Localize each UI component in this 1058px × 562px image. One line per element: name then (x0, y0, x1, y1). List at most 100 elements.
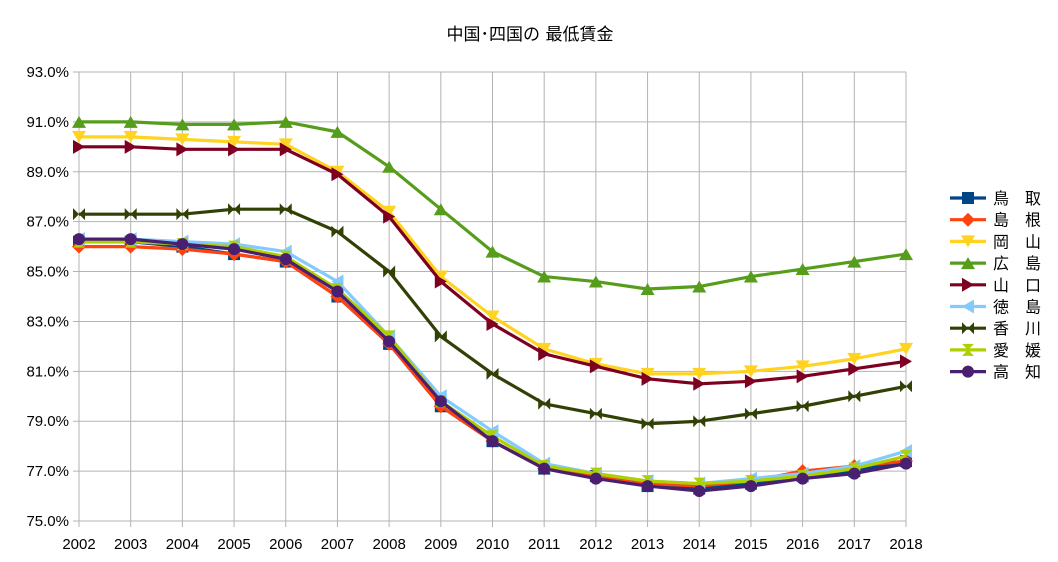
data-point (123, 115, 138, 128)
x-tick-label: 2016 (786, 536, 819, 553)
legend-label: 高 知 (993, 363, 1041, 382)
data-point (176, 208, 189, 221)
y-tick-label: 93.0% (26, 64, 69, 81)
data-point (538, 397, 551, 410)
data-point (383, 265, 396, 278)
series-9 (73, 233, 912, 498)
data-point (228, 243, 241, 256)
data-point (330, 125, 345, 138)
data-point (331, 225, 344, 238)
data-point (228, 203, 241, 216)
legend-swatch-marker (961, 235, 975, 248)
data-point (124, 208, 137, 221)
data-point (485, 245, 500, 258)
data-point (795, 263, 810, 276)
data-point (123, 130, 138, 143)
data-point (796, 369, 809, 384)
x-tick-label: 2018 (889, 536, 922, 553)
data-point (640, 367, 655, 380)
data-point (744, 480, 757, 493)
x-tick-label: 2013 (631, 536, 664, 553)
y-tick-label: 81.0% (26, 363, 69, 380)
data-point (434, 395, 447, 408)
data-point (124, 233, 137, 246)
data-point (693, 415, 706, 428)
data-point (744, 374, 757, 389)
x-tick-label: 2012 (579, 536, 612, 553)
series-layer (72, 115, 913, 498)
data-point (538, 346, 551, 361)
y-tick-label: 83.0% (26, 313, 69, 330)
data-point (537, 342, 552, 355)
data-point (278, 138, 293, 151)
legend-item: 徳 島 (950, 298, 1041, 317)
y-axis-ticks: 75.0% 77.0% 79.0% 81.0% 83.0% 85.0% 87.0% 89.0%… (26, 64, 69, 530)
series-3 (72, 130, 913, 380)
legend-label: 香 川 (993, 319, 1041, 338)
x-tick-label: 2005 (217, 536, 250, 553)
data-point (331, 167, 344, 182)
data-point (899, 248, 913, 261)
x-tick-label: 2009 (424, 536, 457, 553)
data-point (899, 342, 913, 355)
x-tick-label: 2003 (114, 536, 147, 553)
data-point (847, 352, 862, 365)
data-point (486, 367, 499, 380)
data-point (383, 209, 396, 224)
data-point (693, 485, 706, 498)
data-point (72, 115, 86, 128)
x-tick-label: 2008 (372, 536, 405, 553)
y-tick-label: 87.0% (26, 214, 69, 231)
data-point (538, 462, 551, 475)
data-point (537, 270, 552, 283)
data-point (641, 417, 654, 430)
data-point (900, 457, 912, 470)
data-point (433, 203, 448, 216)
data-point (847, 255, 862, 268)
series-5 (73, 139, 912, 391)
legend-swatch-marker (962, 343, 974, 356)
legend-label: 愛 媛 (993, 341, 1041, 360)
y-tick-label: 77.0% (26, 463, 69, 480)
data-point (486, 435, 499, 448)
x-axis-ticks: 2002 2003 2004 2005 2006 2007 2008 2009 2010 2011… (62, 536, 922, 553)
data-point (486, 316, 499, 331)
data-point (640, 283, 655, 296)
data-point (744, 407, 757, 420)
legend-item: 島 根 (950, 211, 1041, 230)
data-point (848, 361, 861, 376)
data-point (743, 365, 758, 378)
legend-item: 広 島 (950, 254, 1041, 273)
data-point (900, 380, 912, 393)
y-tick-label: 89.0% (26, 164, 69, 181)
data-point (331, 285, 344, 298)
data-point (227, 118, 242, 131)
data-point (900, 354, 912, 369)
legend-label: 広 島 (993, 254, 1041, 273)
data-point (796, 400, 809, 413)
data-point (382, 160, 397, 173)
data-point (433, 270, 448, 283)
legend-item: 香 川 (950, 319, 1041, 338)
data-point (589, 407, 602, 420)
legend-swatch-marker (962, 277, 974, 292)
data-point (692, 280, 707, 293)
data-point (589, 359, 602, 374)
data-point (383, 335, 396, 348)
legend-label: 島 根 (993, 211, 1041, 230)
x-tick-label: 2015 (734, 536, 767, 553)
chart-title: 中国･四国の 最低賃金 (447, 25, 614, 45)
legend-swatch-marker (962, 192, 974, 204)
data-point (278, 115, 293, 128)
legend-swatch-marker (961, 257, 975, 270)
legend-label: 山 口 (993, 276, 1041, 295)
data-point (73, 233, 85, 246)
data-point (641, 371, 654, 386)
data-point (72, 130, 86, 143)
data-point (176, 142, 189, 157)
legend-item: 鳥 取 (950, 189, 1041, 208)
legend-swatch-marker (962, 299, 974, 314)
legend-item: 岡 山 (950, 232, 1041, 251)
legend: 鳥 取島 根岡 山広 島山 口徳 島香 川愛 媛高 知 (950, 189, 1041, 382)
